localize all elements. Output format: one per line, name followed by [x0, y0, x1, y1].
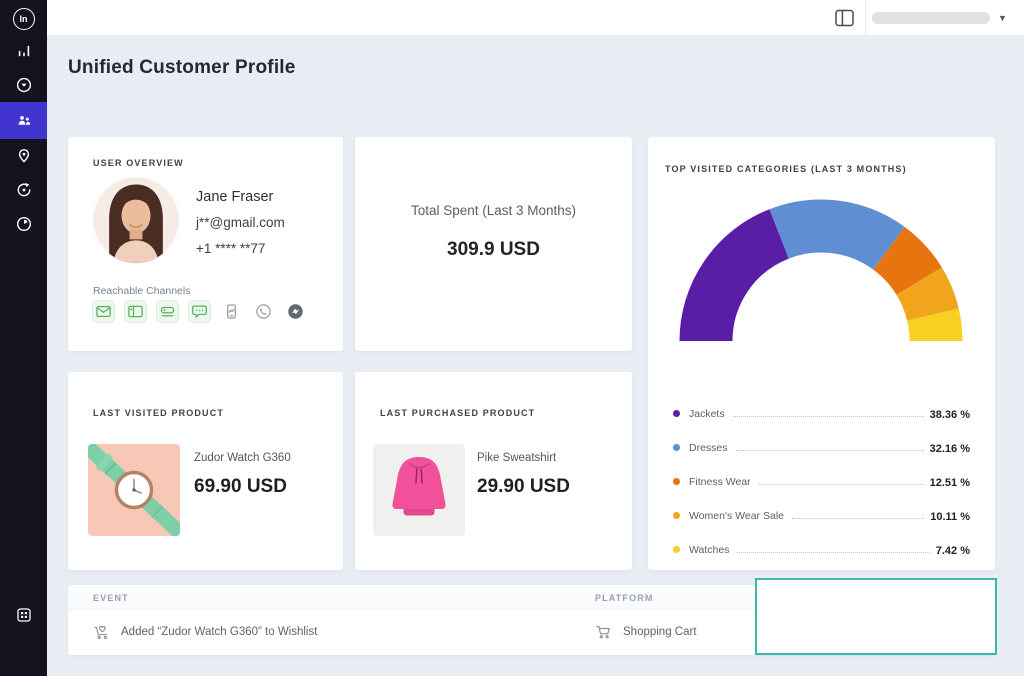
user-overview-card: USER OVERVIEW Jane Fraser j**@gmail.com …: [68, 137, 343, 351]
events-table-body: Added “Zudor Watch G360” to Wishlist Shop…: [68, 610, 995, 654]
legend-leader: [732, 416, 924, 417]
sidebar-nav: [0, 34, 47, 241]
legend-label: Watches: [689, 544, 730, 556]
product-price: 29.90 USD: [477, 476, 570, 497]
chevron-down-icon: ▼: [998, 13, 1007, 23]
hoodie-product-image: [373, 444, 465, 536]
sync-icon: [15, 181, 33, 199]
main-content: Unified Customer Profile USER OVERVIEW J…: [47, 36, 1024, 676]
app-logo[interactable]: In: [0, 4, 47, 34]
legend-label: Women's Wear Sale: [689, 510, 784, 522]
event-table-row: Added “Zudor Watch G360” to Wishlist Shop…: [68, 610, 995, 654]
topbar-divider: [865, 0, 866, 36]
reachable-channels: [93, 301, 306, 322]
history-clock-icon: [15, 215, 33, 233]
legend-label: Dresses: [689, 442, 728, 454]
product-name: Pike Sweatshirt: [477, 452, 557, 464]
legend-leader: [735, 450, 924, 451]
sidebar-item-bar-chart[interactable]: [0, 34, 47, 68]
legend-dot: [673, 444, 680, 451]
location-pin-icon: [15, 147, 33, 165]
panel-toggle-icon[interactable]: [835, 9, 854, 27]
teal-highlight-annotation: [755, 578, 997, 655]
event-cell: Added “Zudor Watch G360” to Wishlist: [93, 610, 317, 654]
categories-gauge-chart: [671, 189, 971, 351]
sidebar: In: [0, 0, 47, 676]
watch-product-image: [88, 444, 180, 536]
legend-item-women-s-wear-sale: Women's Wear Sale 10.11 %: [673, 489, 970, 523]
event-text: Added “Zudor Watch G360” to Wishlist: [121, 626, 318, 638]
card-title: TOP VISITED CATEGORIES (LAST 3 MONTHS): [665, 164, 907, 174]
product-name: Zudor Watch G360: [194, 452, 291, 464]
card-title: LAST VISITED PRODUCT: [93, 408, 225, 418]
legend-item-fitness-wear: Fitness Wear 12.51 %: [673, 455, 970, 489]
bar-chart-icon: [15, 42, 33, 60]
shopping-cart-icon: [595, 623, 613, 641]
legend-item-watches: Watches 7.42 %: [673, 523, 970, 557]
account-dropdown[interactable]: ▼: [872, 0, 1010, 36]
customer-name: Jane Fraser: [196, 189, 274, 205]
legend-item-jackets: Jackets 38.36 %: [673, 387, 970, 421]
legend-value: 38.36 %: [929, 409, 970, 421]
web-push-icon: [125, 301, 146, 322]
product-price: 69.90 USD: [194, 476, 287, 497]
sidebar-item-sync[interactable]: [0, 173, 47, 207]
column-header-platform: PLATFORM: [595, 593, 654, 603]
sidebar-item-location-pin[interactable]: [0, 139, 47, 173]
total-spent-label: Total Spent (Last 3 Months): [410, 203, 577, 218]
legend-dot: [673, 410, 680, 417]
last-visited-product-card: LAST VISITED PRODUCT Zudor Watch: [68, 372, 343, 570]
topbar: ▼: [47, 0, 1024, 36]
customer-email: j**@gmail.com: [196, 215, 285, 230]
legend-leader: [792, 518, 925, 519]
legend-value: 12.51 %: [929, 477, 970, 489]
categories-legend: Jackets 38.36 % Dresses 32.16 % Fitness Wear…: [673, 387, 970, 557]
email-icon: [93, 301, 114, 322]
legend-dot: [673, 546, 680, 553]
card-title: USER OVERVIEW: [93, 158, 184, 168]
platform-text: Shopping Cart: [623, 626, 697, 638]
legend-label: Jackets: [689, 408, 725, 420]
legend-item-dresses: Dresses 32.16 %: [673, 421, 970, 455]
legend-leader: [758, 484, 924, 485]
total-spent-value: 309.9 USD: [447, 239, 540, 260]
sidebar-item-history-clock[interactable]: [0, 207, 47, 241]
sidebar-item-audience-target[interactable]: [0, 68, 47, 102]
customer-phone: +1 **** **77: [196, 241, 266, 256]
legend-label: Fitness Wear: [689, 476, 751, 488]
legend-dot: [673, 512, 680, 519]
customers-icon: [15, 112, 33, 130]
sms-icon: [189, 301, 210, 322]
page-title: Unified Customer Profile: [68, 57, 296, 78]
reachable-channels-label: Reachable Channels: [93, 285, 191, 297]
legend-value: 32.16 %: [929, 443, 970, 455]
legend-leader: [737, 552, 930, 553]
total-spent-card: Total Spent (Last 3 Months) 309.9 USD: [355, 137, 632, 351]
sidebar-item-apps[interactable]: [0, 598, 47, 632]
avatar: [93, 177, 179, 263]
messenger-icon: [285, 301, 306, 322]
bottom-strip: [0, 676, 1024, 683]
audience-target-icon: [15, 76, 33, 94]
last-purchased-product-card: LAST PURCHASED PRODUCT Pike Sweatshirt 2…: [355, 372, 632, 570]
legend-value: 7.42 %: [935, 545, 970, 557]
platform-cell: Shopping Cart: [595, 610, 697, 654]
card-title: LAST PURCHASED PRODUCT: [380, 408, 536, 418]
grid-apps-icon: [15, 606, 33, 624]
legend-value: 10.11 %: [930, 511, 970, 523]
logo-icon: In: [12, 8, 35, 30]
mobile-app-icon: [221, 301, 242, 322]
sidebar-item-customers[interactable]: [0, 102, 47, 139]
legend-dot: [673, 478, 680, 485]
column-header-event: EVENT: [93, 593, 129, 603]
account-name-redacted: [872, 12, 990, 24]
app-push-icon: [157, 301, 178, 322]
whatsapp-icon: [253, 301, 274, 322]
wishlist-cart-icon: [93, 623, 111, 641]
top-categories-card: TOP VISITED CATEGORIES (LAST 3 MONTHS) J…: [648, 137, 995, 570]
